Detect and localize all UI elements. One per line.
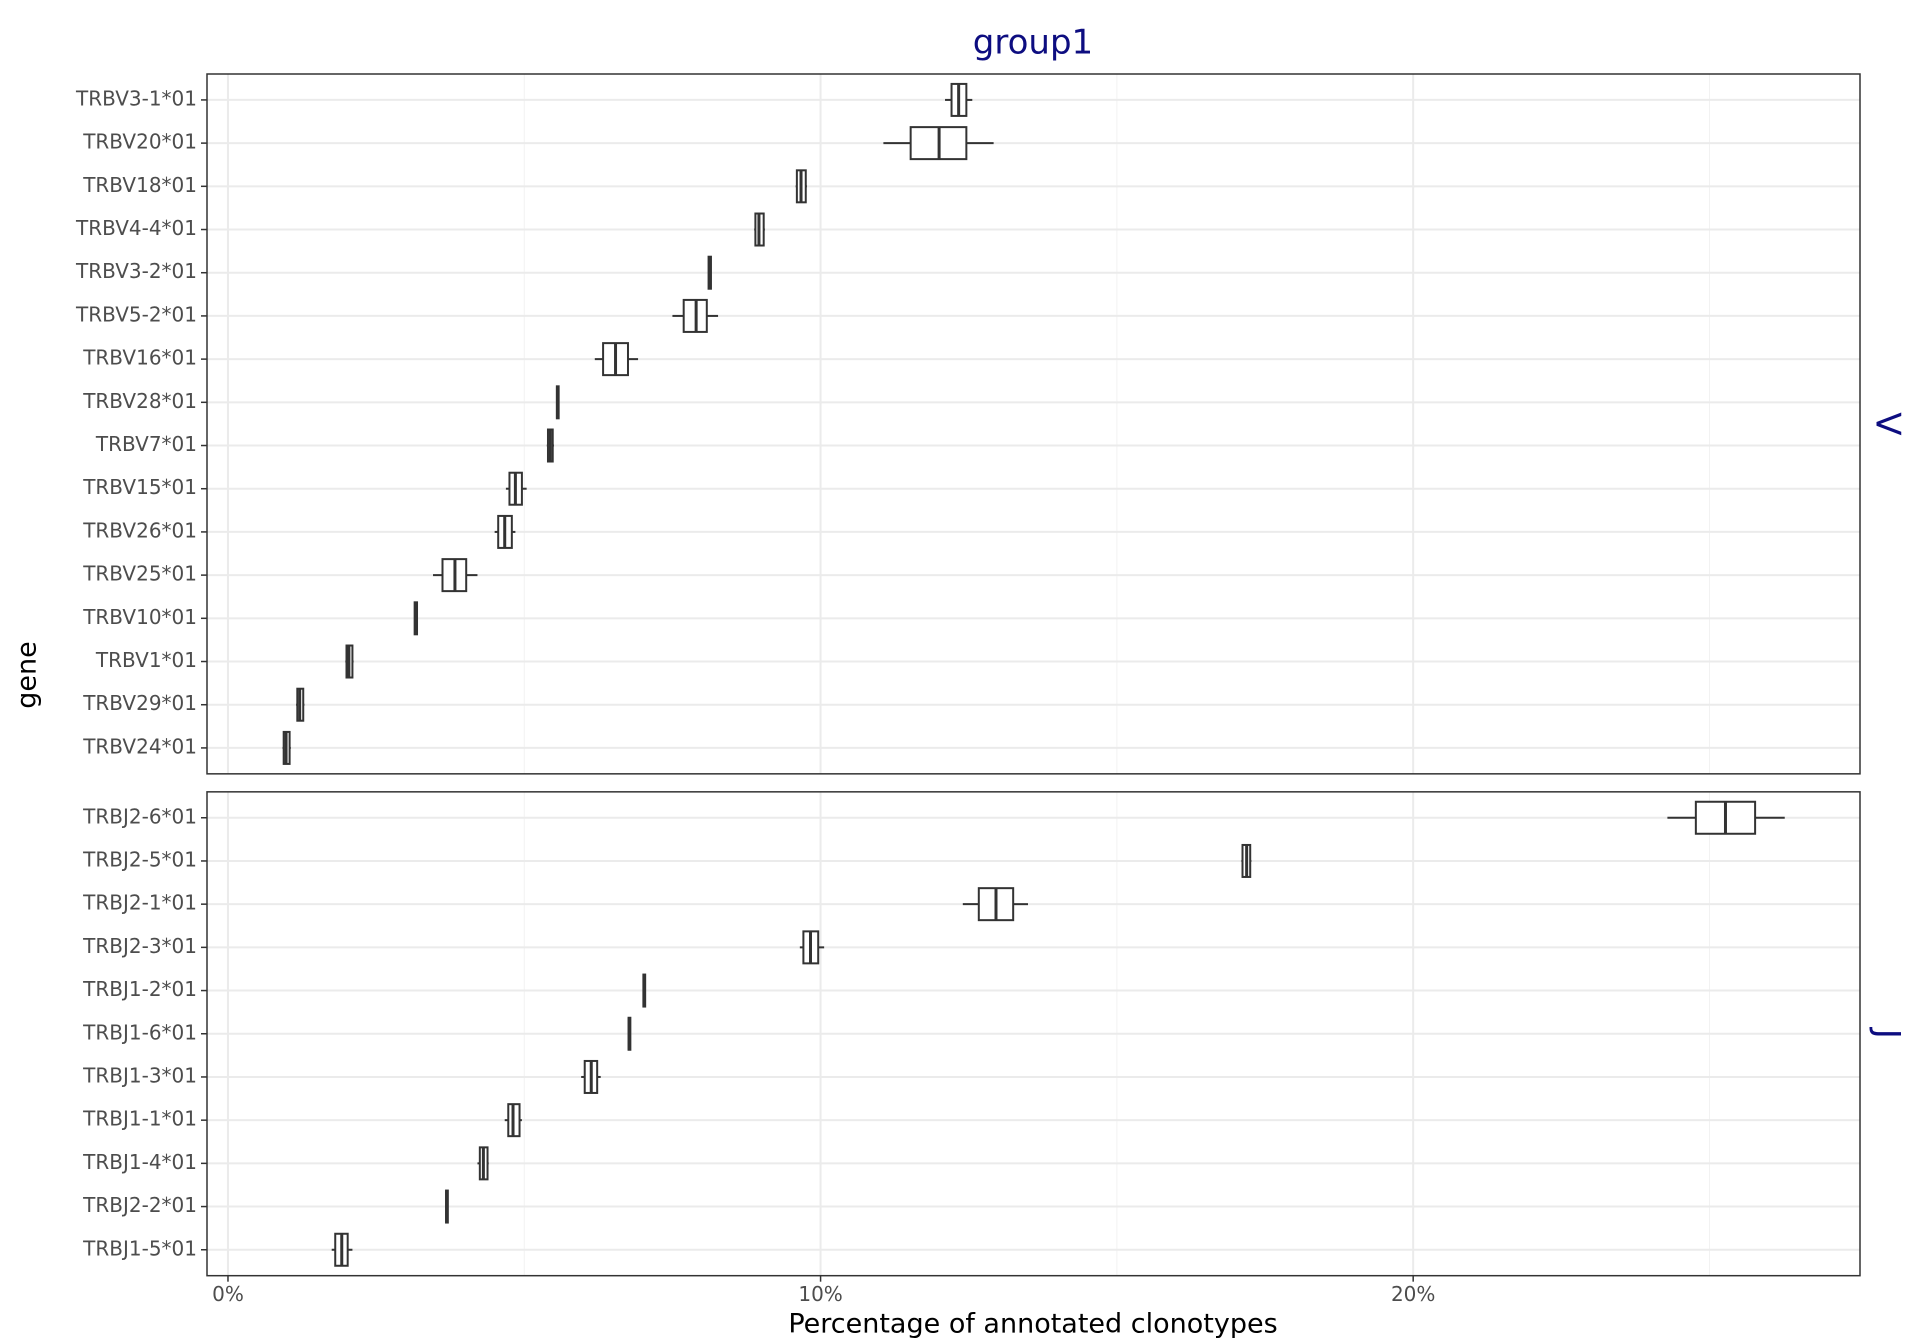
x-tick-label: 20%: [1391, 1282, 1435, 1306]
y-tick-label: TRBV25*01: [82, 562, 197, 586]
y-tick-label: TRBV1*01: [95, 648, 197, 672]
y-tick-label: TRBV24*01: [82, 734, 197, 758]
y-tick-label: TRBV7*01: [95, 432, 197, 456]
strip-label: J: [1868, 1027, 1908, 1039]
y-tick-label: TRBJ1-5*01: [82, 1236, 197, 1260]
y-tick-label: TRBV29*01: [82, 691, 197, 715]
y-tick-label: TRBJ2-1*01: [82, 891, 197, 915]
y-tick-label: TRBJ1-3*01: [82, 1063, 197, 1087]
strip-label: V: [1868, 412, 1908, 435]
y-tick-label: TRBJ1-1*01: [82, 1107, 197, 1131]
y-tick-label: TRBV15*01: [82, 475, 197, 499]
y-tick-label: TRBV20*01: [82, 130, 197, 154]
y-tick-label: TRBJ1-2*01: [82, 977, 197, 1001]
y-tick-label: TRBJ2-5*01: [82, 847, 197, 871]
y-tick-label: TRBJ2-6*01: [82, 804, 197, 828]
y-tick-label: TRBV28*01: [82, 389, 197, 413]
x-axis-label: Percentage of annotated clonotypes: [788, 1309, 1277, 1340]
y-tick-label: TRBV4-4*01: [75, 216, 197, 240]
x-tick-label: 0%: [212, 1282, 244, 1306]
y-tick-label: TRBJ1-4*01: [82, 1150, 197, 1174]
panel-border: [206, 73, 1861, 775]
y-tick-label: TRBJ2-3*01: [82, 934, 197, 958]
y-tick-label: TRBJ1-6*01: [82, 1020, 197, 1044]
chart-title: group1: [973, 23, 1093, 63]
y-tick-label: TRBV3-2*01: [75, 259, 197, 283]
x-tick-label: 10%: [798, 1282, 842, 1306]
y-tick-label: TRBV10*01: [82, 605, 197, 629]
y-tick-label: TRBV3-1*01: [75, 86, 197, 110]
y-axis-label: gene: [12, 641, 43, 708]
y-tick-label: TRBV26*01: [82, 518, 197, 542]
y-tick-label: TRBV18*01: [82, 173, 197, 197]
y-tick-label: TRBJ2-2*01: [82, 1193, 197, 1217]
panel-border: [206, 791, 1861, 1277]
y-tick-label: TRBV5-2*01: [75, 302, 197, 326]
y-tick-label: TRBV16*01: [82, 346, 197, 370]
